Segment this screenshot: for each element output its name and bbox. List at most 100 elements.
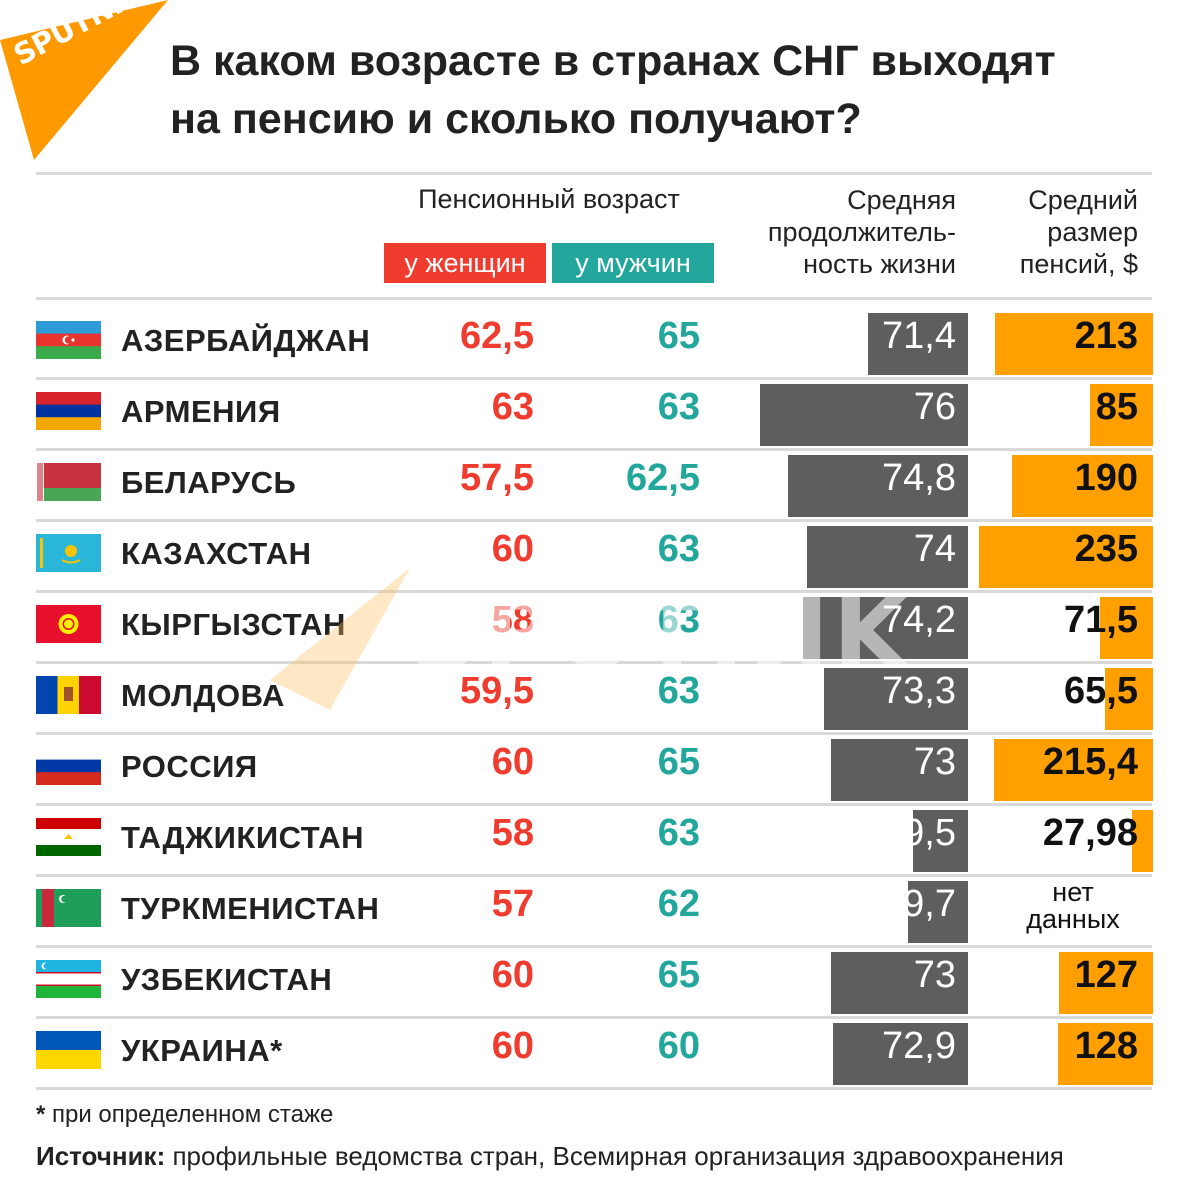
row-divider — [36, 519, 1152, 522]
pension-value: 128 — [1074, 1025, 1138, 1067]
men-retirement-age: 65 — [657, 315, 700, 357]
row-divider — [36, 661, 1152, 664]
pension-bar — [995, 313, 1153, 375]
men-retirement-age: 63 — [657, 386, 700, 428]
women-retirement-age: 60 — [491, 954, 534, 996]
russia-flag-icon — [36, 747, 101, 785]
header-men-pill: у мужчин — [552, 243, 714, 283]
life-expectancy-value: 74 — [913, 528, 956, 570]
pension-value: 213 — [1074, 315, 1138, 357]
row-divider — [36, 874, 1152, 877]
header-average-pension: Средний размер пенсий, $ — [990, 184, 1138, 280]
women-retirement-age: 63 — [491, 386, 534, 428]
tajikistan-flag-icon — [36, 818, 101, 856]
header-pension-line-2: размер — [1047, 217, 1138, 247]
header-women-pill: у женщин — [384, 243, 546, 283]
table-row: МОЛДОВА 59,5 63 73,3 65,5 — [0, 664, 1200, 735]
men-retirement-age: 60 — [657, 1025, 700, 1067]
pension-bar — [1132, 810, 1153, 872]
life-expectancy-value: 74,8 — [882, 457, 956, 499]
life-expectancy-value: 71,4 — [882, 315, 956, 357]
women-retirement-age: 58 — [491, 599, 534, 641]
women-retirement-age: 62,5 — [460, 315, 534, 357]
table-row: АЗЕРБАЙДЖАН 62,5 65 71,4 213 — [0, 309, 1200, 380]
country-name: КАЗАХСТАН — [121, 536, 312, 571]
pension-bar — [1100, 597, 1153, 659]
source-line: Источник: профильные ведомства стран, Вс… — [36, 1141, 1064, 1172]
life-expectancy-value: 69,5 — [882, 812, 956, 854]
women-retirement-age: 57,5 — [460, 457, 534, 499]
header-top-divider — [36, 172, 1152, 175]
life-expectancy-bar — [830, 739, 968, 801]
pension-bar — [1059, 952, 1153, 1014]
header-pension-line-3: пенсий, $ — [1019, 249, 1138, 279]
men-retirement-age: 62 — [657, 883, 700, 925]
women-retirement-age: 57 — [491, 883, 534, 925]
life-expectancy-bar — [913, 810, 968, 872]
pension-bar — [1090, 384, 1153, 446]
header-life-line-1: Средняя — [847, 185, 956, 215]
table-row: УКРАИНА* 60 60 72,9 128 — [0, 1019, 1200, 1090]
life-expectancy-bar — [760, 384, 968, 446]
logo-triangle-icon — [0, 0, 168, 160]
sputnik-logo: SPUTNIK — [0, 0, 180, 170]
footnote: * при определенном стаже — [36, 1101, 333, 1129]
row-divider — [36, 590, 1152, 593]
pension-bar — [993, 739, 1153, 801]
source-label: Источник: — [36, 1141, 166, 1171]
life-expectancy-bar — [788, 455, 968, 517]
kyrgyzstan-flag-icon — [36, 605, 101, 643]
row-divider — [36, 1016, 1152, 1019]
men-retirement-age: 65 — [657, 741, 700, 783]
moldova-flag-icon — [36, 676, 101, 714]
turkmenistan-flag-icon — [36, 889, 101, 927]
ukraine-flag-icon — [36, 1031, 101, 1069]
table-row: УЗБЕКИСТАН 60 65 73 127 — [0, 948, 1200, 1019]
pension-value: 215,4 — [1042, 741, 1138, 783]
pension-bar — [979, 526, 1153, 588]
table-row: ТАДЖИКИСТАН 58 63 69,5 27,98 — [0, 806, 1200, 877]
life-expectancy-bar — [823, 668, 968, 730]
country-name: РОССИЯ — [121, 749, 258, 784]
row-divider — [36, 448, 1152, 451]
pension-value: 127 — [1074, 954, 1138, 996]
life-expectancy-bar — [807, 526, 968, 588]
footnote-star: * — [36, 1101, 46, 1128]
life-expectancy-bar — [802, 597, 968, 659]
country-name: АЗЕРБАЙДЖАН — [121, 323, 371, 358]
uzbekistan-flag-icon — [36, 960, 101, 998]
men-retirement-age: 63 — [657, 670, 700, 712]
row-divider — [36, 803, 1152, 806]
pension-no-data: нет данных — [1026, 877, 1120, 934]
table-row: АРМЕНИЯ 63 63 76 85 — [0, 380, 1200, 451]
men-retirement-age: 65 — [657, 954, 700, 996]
life-expectancy-value: 74,2 — [882, 599, 956, 641]
men-retirement-age: 63 — [657, 528, 700, 570]
country-name: ТАДЖИКИСТАН — [121, 820, 364, 855]
table-row: ТУРКМЕНИСТАН 57 62 69,7 нет данных — [0, 877, 1200, 948]
life-expectancy-value: 76 — [913, 386, 956, 428]
women-retirement-age: 59,5 — [460, 670, 534, 712]
pension-value: 71,5 — [1064, 599, 1138, 641]
header-life-line-2: продолжитель- — [767, 217, 956, 247]
header-pension-age: Пенсионный возраст — [418, 184, 680, 214]
table-row: РОССИЯ 60 65 73 215,4 — [0, 735, 1200, 806]
life-expectancy-value: 73 — [913, 954, 956, 996]
life-expectancy-bar — [833, 1023, 968, 1085]
women-retirement-age: 60 — [491, 1025, 534, 1067]
women-retirement-age: 58 — [491, 812, 534, 854]
row-divider — [36, 1087, 1152, 1090]
country-name: КЫРГЫЗСТАН — [121, 607, 346, 642]
country-name: ТУРКМЕНИСТАН — [121, 891, 380, 926]
life-expectancy-value: 69,7 — [882, 883, 956, 925]
kazakhstan-flag-icon — [36, 534, 101, 572]
header-pension-line-1: Средний — [1028, 185, 1138, 215]
pension-bar — [1012, 455, 1153, 517]
row-divider — [36, 732, 1152, 735]
men-retirement-age: 63 — [657, 812, 700, 854]
header-bottom-divider — [36, 297, 1152, 300]
table-row: КАЗАХСТАН 60 63 74 235 — [0, 522, 1200, 593]
women-retirement-age: 60 — [491, 528, 534, 570]
footnote-text: при определенном стаже — [45, 1101, 334, 1128]
life-expectancy-bar — [868, 313, 968, 375]
